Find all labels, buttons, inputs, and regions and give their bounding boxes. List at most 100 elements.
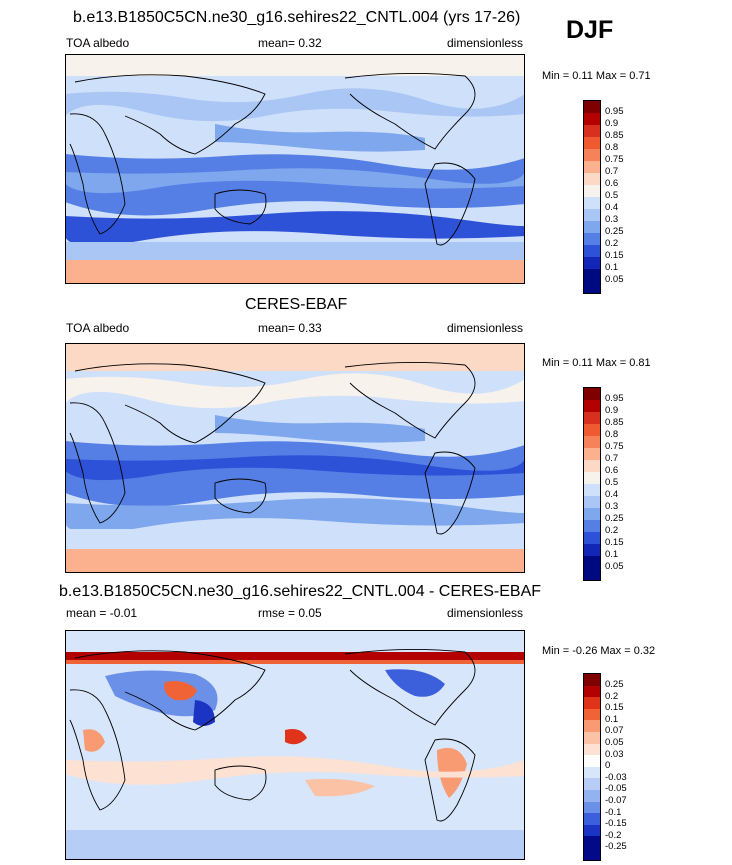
panel-3-colorbar-swatches [583,673,601,861]
panel-2-coast-south-america [424,451,476,535]
cb2-label: 0.8 [605,429,619,440]
panel-3-rmse-label: rmse = 0.05 [258,606,322,620]
cb3-swatch-1 [584,674,600,686]
panel-2-title: CERES-EBAF [245,296,348,313]
cb3-label: 0 [605,760,611,772]
cb2-swatch-1 [584,388,600,400]
cb3-label: -0.07 [605,795,627,806]
panel-1-southern-ocean [65,242,525,262]
cb1-swatch-4 [584,137,600,149]
cb3-label: 0.05 [605,737,624,748]
cb2-swatch-3 [584,412,600,424]
panel-1-title: b.e13.B1850C5CN.ne30_g16.sehires22_CNTL.… [73,9,521,26]
panel-3-asia-blue [105,670,218,717]
panel-2-coast-eurasia [74,363,266,444]
cb1-swatch-6 [584,161,600,173]
cb2-label: 0.2 [605,525,619,536]
cb1-swatch-8 [584,185,600,197]
cb2-label: 0.75 [605,441,624,452]
cb3-swatch-10 [584,778,600,790]
panel-2-frame [65,343,525,573]
season-label: DJF [566,16,614,44]
cb1-swatch-9 [584,197,600,209]
panel-3-coast-eurasia [74,650,266,731]
cb2-label: 0.7 [605,453,619,464]
panel-3-coastlines [69,648,476,822]
panel-1-units-label: dimensionless [447,36,524,50]
panel-2-band-tropics [65,441,525,507]
cb3-swatch-14 [584,824,600,837]
cb1-label: 0.7 [605,166,619,177]
panel-2-band-north-pacific [215,415,425,443]
cb2-label: 0.5 [605,477,619,488]
cb3-swatch-12 [584,801,600,814]
cb3-swatch-3 [584,697,600,709]
panel-1-frame [65,54,525,284]
cb2-label: 0.1 [605,549,619,560]
cb1-label: 0.9 [605,118,619,129]
panel-1-colorbar-swatches [583,100,601,294]
panel-1-coast-north-america [344,72,476,150]
cb3-label: 0.2 [605,690,619,702]
cb1-label: 0.05 [605,274,624,285]
cb1-label: 0.25 [605,226,624,237]
cb1-swatch-11 [584,221,600,233]
cb3-swatch-13 [584,813,600,825]
panel-3-south-pacific-pink [305,778,375,797]
cb1-label: 0.2 [605,238,619,249]
panel-2-units-label: dimensionless [447,321,524,335]
cb1-swatch-5 [584,149,600,161]
cb2-swatch-6 [584,448,600,460]
panel-3-arctic-strip-2 [65,660,525,664]
cb2-swatch-13 [584,532,600,544]
cb1-label: 0.4 [605,202,619,213]
cb1-label: 0.1 [605,262,619,273]
panel-2-band-subtropics-s [65,498,525,533]
panel-2-coastlines [69,361,476,535]
panel-1-mean-label: mean= 0.32 [258,36,322,50]
cb2-label: 0.85 [605,417,624,428]
cb2-label: 0.9 [605,405,619,416]
panel-3-mean-label: mean = -0.01 [66,606,138,620]
cb2-label: 0.6 [605,465,619,476]
cb1-swatch-3 [584,125,600,137]
cb2-label: 0.4 [605,489,619,500]
cb2-swatch-14 [584,544,600,556]
cb3-swatch-11 [584,789,600,802]
cb3-swatch-6 [584,731,600,744]
panel-3-coast-north-america [344,648,476,726]
cb1-swatch-7 [584,173,600,185]
panel-1-polar-south [65,260,525,284]
panel-1-map [65,54,525,284]
panel-1-band-subtropics-s [65,211,525,246]
cb1-swatch-14 [584,257,600,269]
cb1-swatch-15 [584,269,600,281]
cb3-label: 0.1 [605,713,619,725]
panel-1-polar-north [65,54,525,76]
panel-2-polar-south [65,549,525,573]
panel-2-colorbar-swatches [583,387,601,581]
cb3-label: -0.2 [605,829,622,841]
panel-2-coast-australia [214,478,267,514]
panel-3-tropical-pink [65,756,525,785]
cb2-swatch-4 [584,424,600,436]
panel-1-variable-label: TOA albedo [66,36,130,50]
panel-1-band-itcz [65,168,525,194]
cb1-label: 0.75 [605,154,624,165]
cb1-label: 0.8 [605,142,619,153]
cb2-swatch-8 [584,472,600,484]
panel-2-coast-north-america [344,361,476,439]
panel-2-map [65,343,525,573]
panel-2-band-itcz [65,455,525,481]
cb1-swatch-2 [584,113,600,125]
panel-3-china-blue [193,700,215,726]
cb3-swatch-8 [584,755,600,767]
cb2-swatch-10 [584,496,600,508]
panel-1-coast-australia [214,189,267,225]
cb3-label: 0.25 [605,679,624,690]
panel-3-arctic-strip-1 [65,652,525,660]
cb3-label: -0.25 [605,841,627,853]
cb3-swatch-16 [584,847,600,860]
cb2-swatch-7 [584,460,600,472]
panel-3-na-blue [385,669,445,697]
